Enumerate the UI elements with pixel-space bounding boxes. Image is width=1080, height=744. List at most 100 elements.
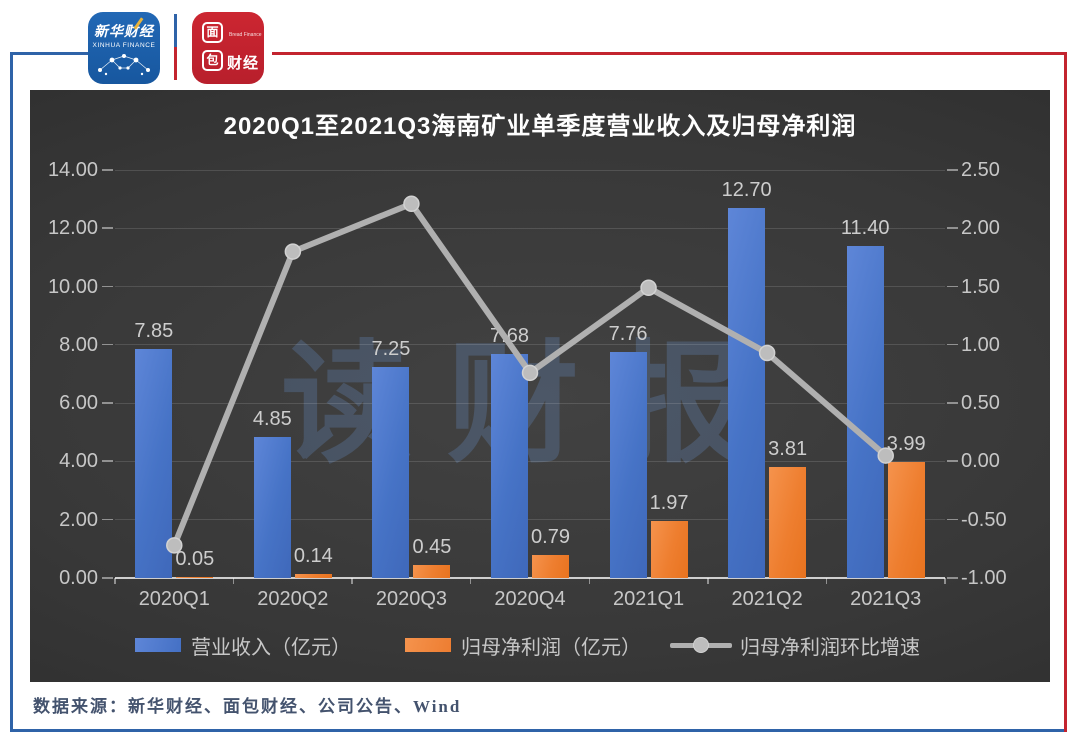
revenue-value-label: 11.40 <box>840 216 890 239</box>
growth-line-marker <box>877 447 894 464</box>
left-axis-tick <box>102 460 113 462</box>
profit-value-label: 3.99 <box>886 432 926 455</box>
bread-logo-subtext: Bread Finance <box>229 32 262 38</box>
data-source-text: 数据来源：新华财经、面包财经、公司公告、Wind <box>33 697 462 716</box>
right-axis-tick <box>947 343 958 346</box>
left-axis-tick <box>102 402 113 404</box>
left-axis-label: 2.00 <box>59 508 98 531</box>
revenue-value-label: 7.76 <box>608 322 648 345</box>
frame-bottom-line <box>10 729 1067 732</box>
chart-title: 2020Q1至2021Q3海南矿业单季度营业收入及归母净利润 <box>223 113 857 140</box>
legend: 营业收入（亿元） 归母净利润（亿元） 归母净利润环比增速 <box>30 628 1050 662</box>
revenue-value-label: 12.70 <box>721 178 772 201</box>
right-axis-tick <box>947 402 958 404</box>
growth-line-marker <box>403 195 420 213</box>
left-axis-label: 12.00 <box>47 217 98 240</box>
left-axis-label: 10.00 <box>47 275 98 298</box>
right-axis-tick <box>947 518 958 521</box>
gridline <box>115 344 945 346</box>
x-axis-tick <box>469 578 472 584</box>
left-axis-tick <box>102 577 113 579</box>
right-axis-label: 1.00 <box>961 333 1000 356</box>
x-axis-label: 2020Q1 <box>138 588 210 610</box>
logo-divider <box>174 14 177 80</box>
right-axis-label: 2.50 <box>961 159 1000 181</box>
profit-bar <box>650 520 688 578</box>
x-axis-label: 2021Q3 <box>850 588 922 610</box>
right-axis-tick <box>947 227 958 229</box>
growth-line-marker <box>640 279 657 296</box>
profit-bar <box>413 564 451 578</box>
legend-item-profit: 归母净利润（亿元） <box>405 628 641 662</box>
profit-bar <box>532 554 569 578</box>
right-axis-label: -0.50 <box>961 508 1007 531</box>
profit-bar <box>769 466 807 578</box>
x-axis-label: 2020Q2 <box>257 588 329 610</box>
right-axis-label: 0.00 <box>961 450 1000 473</box>
frame-top-left-line <box>10 52 98 55</box>
network-dots-icon <box>98 54 150 76</box>
xinhua-logo-subtext: XINHUA FINANCE <box>92 42 156 49</box>
revenue-value-label: 7.85 <box>134 320 174 343</box>
x-axis-label: 2021Q1 <box>612 588 685 610</box>
profit-bar <box>176 576 214 578</box>
x-axis-tick <box>114 578 116 584</box>
right-axis-label: 1.50 <box>961 275 1000 298</box>
revenue-bar <box>253 436 291 578</box>
profit-value-label: 3.81 <box>768 437 808 460</box>
revenue-bar <box>372 366 410 578</box>
x-axis-tick <box>944 578 946 584</box>
line-marker-icon <box>670 637 732 653</box>
plot-area: 读财报 2020Q1 2020Q2 2020Q3 2020Q4 2021Q1 2021Q2… <box>114 169 946 610</box>
right-axis-tick <box>947 285 958 288</box>
revenue-bar <box>609 351 647 578</box>
x-axis-tick <box>707 578 709 584</box>
right-axis-label: 0.50 <box>961 392 1000 415</box>
gridline <box>115 460 945 462</box>
bread-logo-char1: 面 <box>202 22 223 43</box>
revenue-bar <box>135 349 173 578</box>
right-axis-tick <box>947 169 958 171</box>
right-axis-label: -1.00 <box>961 567 1007 589</box>
legend-item-growth: 归母净利润环比增速 <box>670 628 920 662</box>
x-axis-tick <box>232 578 235 584</box>
x-axis-label: 2020Q3 <box>375 588 447 610</box>
growth-line-marker <box>166 537 183 554</box>
left-axis-tick <box>102 169 113 171</box>
chart-panel: 2020Q1至2021Q3海南矿业单季度营业收入及归母净利润 读财报 2020Q… <box>30 90 1050 682</box>
growth-line-marker <box>521 364 539 382</box>
profit-value-label: 0.14 <box>293 544 333 567</box>
gridline <box>115 227 945 229</box>
left-axis-tick <box>102 285 113 288</box>
left-axis-label: 4.00 <box>59 450 98 473</box>
revenue-bar <box>728 207 766 578</box>
gridline <box>115 402 945 404</box>
gridline <box>115 169 945 171</box>
left-axis-tick <box>102 518 113 521</box>
profit-value-label: 0.45 <box>412 535 452 558</box>
x-axis-line <box>115 577 945 579</box>
legend-label-growth: 归母净利润环比增速 <box>740 636 920 659</box>
bread-finance-logo: 面 包 Bread Finance 财经 <box>192 12 264 84</box>
right-axis-tick <box>947 577 958 579</box>
profit-bar <box>294 573 332 578</box>
revenue-value-label: 7.25 <box>371 337 411 360</box>
legend-item-revenue: 营业收入（亿元） <box>135 628 351 662</box>
growth-line-marker <box>758 344 776 362</box>
right-axis-tick <box>947 460 958 462</box>
profit-value-label: 0.05 <box>175 547 215 570</box>
profit-value-label: 1.97 <box>649 491 689 514</box>
x-axis-tick <box>351 578 353 584</box>
xinhua-logo-text: 新华财经 <box>94 23 154 39</box>
frame-top-right-line <box>272 52 1067 55</box>
frame-right-line <box>1064 52 1067 732</box>
gridline <box>115 286 945 288</box>
growth-line-marker <box>284 243 302 260</box>
left-axis-tick <box>102 343 113 346</box>
profit-swatch <box>405 638 451 652</box>
legend-label-profit: 归母净利润（亿元） <box>461 636 641 659</box>
x-axis-label: 2020Q4 <box>494 588 566 610</box>
revenue-bar <box>846 245 884 578</box>
x-axis-tick <box>825 578 828 584</box>
